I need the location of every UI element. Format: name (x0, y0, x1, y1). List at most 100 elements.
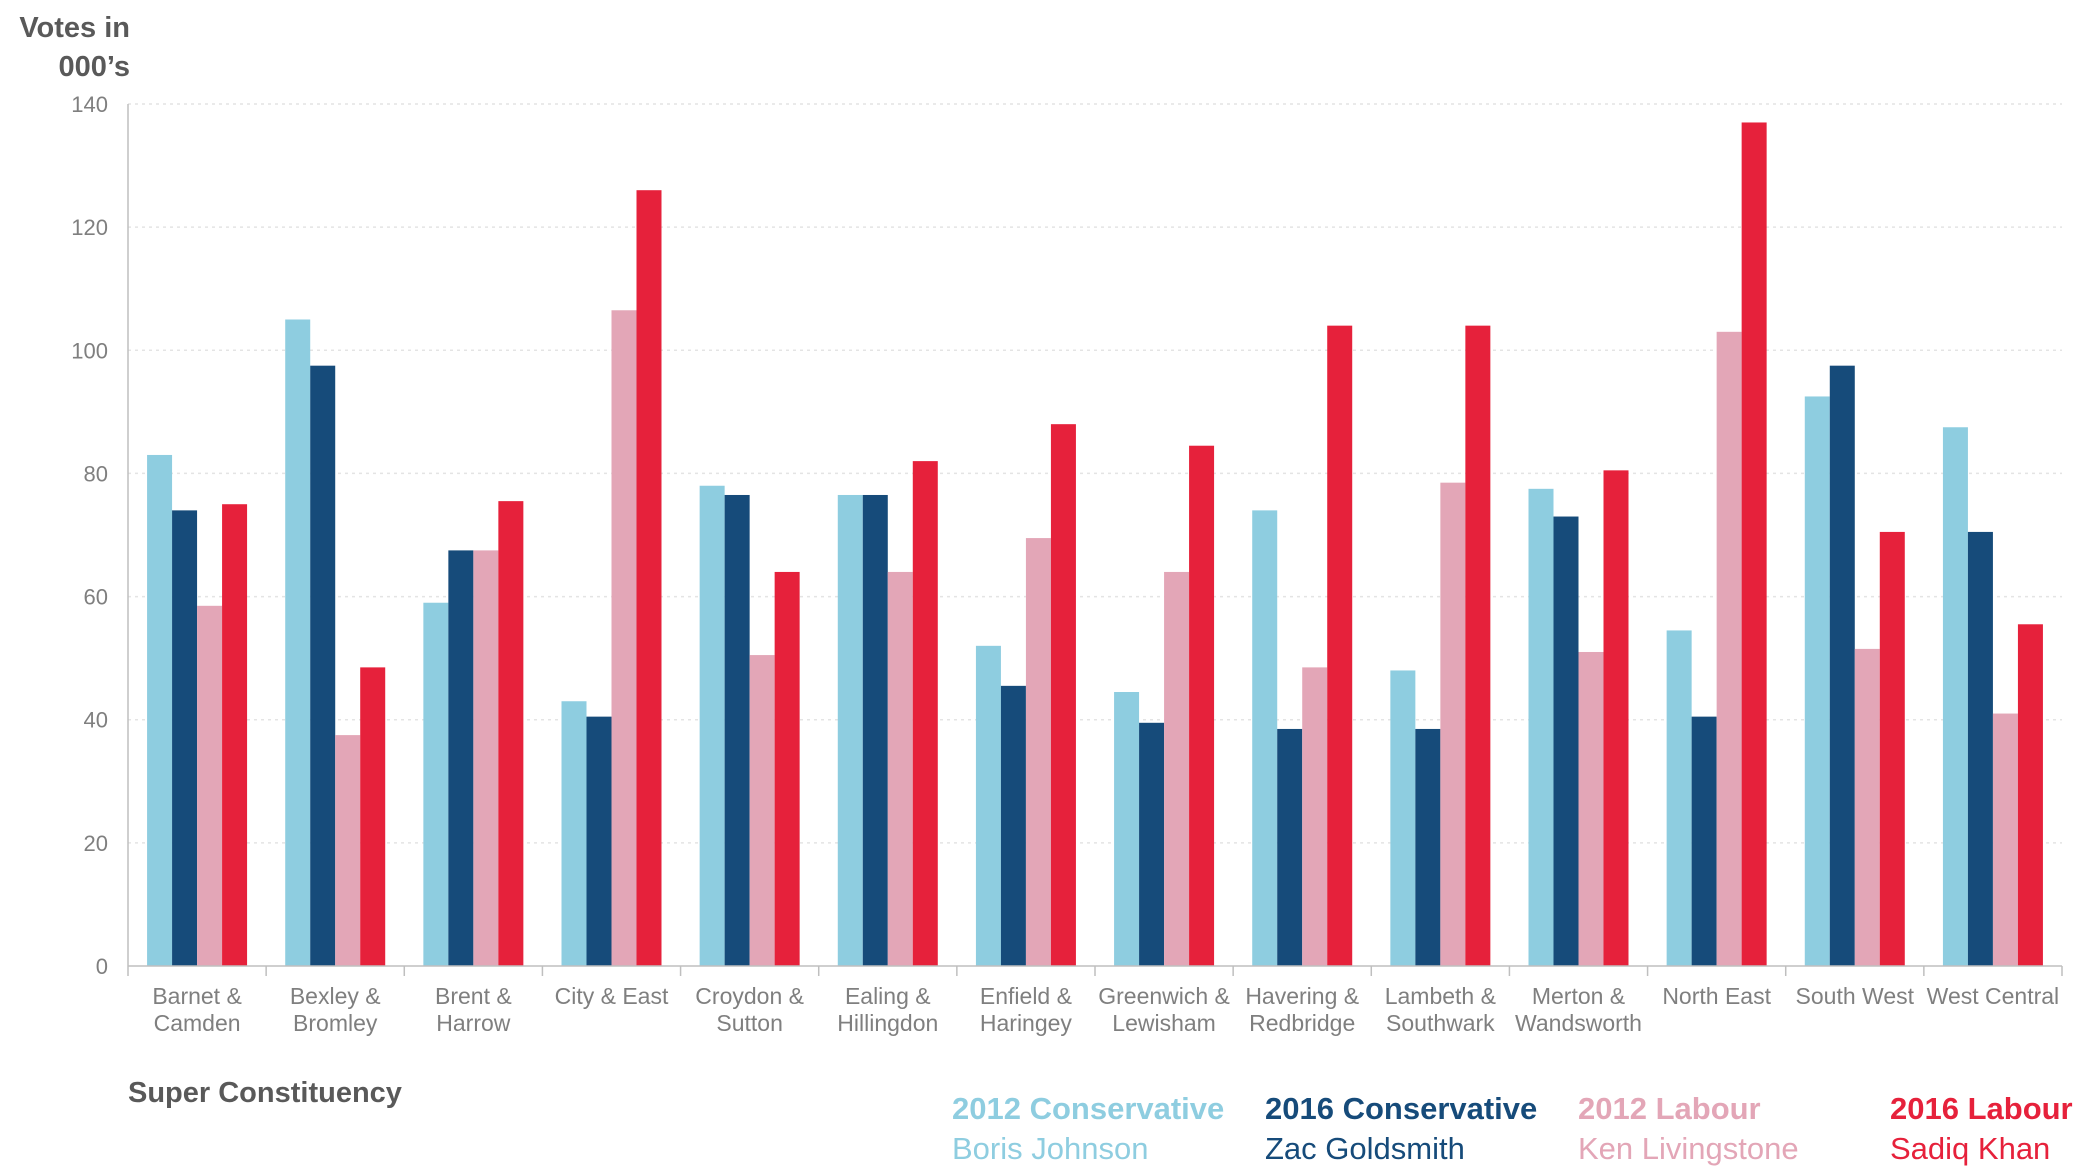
x-tick-label: Havering & (1245, 983, 1359, 1009)
bar (749, 655, 775, 966)
bar (285, 319, 311, 966)
bar (172, 510, 198, 966)
bar (1603, 470, 1629, 966)
bar (2017, 624, 2043, 966)
x-tick-label: Redbridge (1249, 1010, 1355, 1036)
x-tick-label: Barnet & (152, 983, 242, 1009)
bars (147, 122, 2043, 967)
bar (1804, 396, 1830, 966)
bar (1114, 692, 1140, 966)
bar (1879, 531, 1905, 966)
legend-candidate-name: Sadiq Khan (1890, 1131, 2050, 1166)
legend-series-name: 2016 Conservative (1265, 1091, 1537, 1126)
x-tick-label: West Central (1927, 983, 2060, 1009)
legend-series-name: 2012 Labour (1578, 1091, 1761, 1126)
bar (1666, 630, 1692, 966)
bar (1164, 571, 1190, 966)
y-axis-title: Votes in 000’s (19, 12, 130, 83)
bar (699, 485, 725, 966)
x-axis (127, 104, 2063, 976)
x-tick-label: Croydon & (695, 983, 804, 1009)
x-axis-title: Super Constituency (128, 1077, 402, 1109)
x-tick-label: Greenwich & (1098, 983, 1230, 1009)
bar (1000, 685, 1026, 966)
y-axis-ticks: 0 20 40 60 80 100 120 140 (71, 92, 108, 979)
x-tick-label: Enfield & (980, 983, 1072, 1009)
bar (1390, 670, 1416, 966)
y-axis-title-line-1: Votes in (19, 12, 130, 44)
bar (448, 550, 474, 966)
legend-series-name: 2016 Labour (1890, 1091, 2073, 1126)
legend-item: 2016 Labour Sadiq Khan (1890, 1091, 2073, 1166)
bar (335, 735, 361, 966)
legend: 2012 Conservative Boris Johnson 2016 Conse… (952, 1091, 2073, 1166)
bar (310, 365, 336, 966)
bar (1528, 488, 1554, 966)
x-tick-label: City & East (555, 983, 669, 1009)
bar (1992, 713, 2018, 966)
y-tick-label: 0 (96, 954, 108, 979)
bar (837, 494, 863, 966)
x-tick-label: Haringey (980, 1010, 1073, 1036)
y-tick-label: 60 (84, 585, 108, 610)
bar (1189, 445, 1215, 966)
y-tick-label: 120 (71, 215, 108, 240)
x-tick-label: North East (1662, 983, 1771, 1009)
bar (197, 605, 223, 966)
y-tick-label: 80 (84, 461, 108, 486)
bar (912, 461, 938, 966)
bar (1327, 325, 1353, 967)
bar (611, 310, 637, 966)
bar (1716, 331, 1742, 966)
legend-candidate-name: Zac Goldsmith (1265, 1131, 1465, 1166)
bar (1967, 531, 1993, 966)
x-tick-label: Lewisham (1112, 1010, 1216, 1036)
bar (1025, 538, 1051, 966)
legend-candidate-name: Ken Livingstone (1578, 1131, 1799, 1166)
bar (561, 701, 587, 966)
bar (1415, 728, 1441, 966)
x-tick-label: Bexley & (290, 983, 381, 1009)
x-tick-label: Brent & (435, 983, 512, 1009)
bar (1465, 325, 1491, 967)
bar (1440, 482, 1466, 966)
x-tick-label: Wandsworth (1515, 1010, 1642, 1036)
bar (887, 571, 913, 966)
legend-item: 2012 Labour Ken Livingstone (1578, 1091, 1799, 1166)
bar (1050, 424, 1076, 967)
bar (222, 504, 248, 966)
y-axis-title-line-2: 000’s (59, 51, 131, 83)
legend-item: 2012 Conservative Boris Johnson (952, 1091, 1224, 1166)
x-tick-label: Ealing & (845, 983, 931, 1009)
x-tick-label: Harrow (436, 1010, 511, 1036)
bar (1578, 651, 1604, 966)
bar (1854, 648, 1880, 966)
bar (1139, 722, 1165, 966)
x-tick-label: Camden (154, 1010, 241, 1036)
x-tick-labels: Barnet &Camden Bexley &Bromley Brent &Harr… (152, 983, 2059, 1036)
bar (498, 501, 524, 966)
legend-candidate-name: Boris Johnson (952, 1131, 1148, 1166)
bar (1252, 510, 1278, 966)
y-tick-label: 100 (71, 338, 108, 363)
bar (975, 645, 1001, 966)
bar (1302, 667, 1328, 966)
bar (774, 571, 800, 966)
legend-series-name: 2012 Conservative (952, 1091, 1224, 1126)
bar (1741, 122, 1767, 966)
x-tick-label: Sutton (716, 1010, 783, 1036)
x-tick-label: Lambeth & (1385, 983, 1496, 1009)
x-tick-label: Southwark (1386, 1010, 1495, 1036)
x-tick-label: Merton & (1532, 983, 1625, 1009)
x-tick-label: Hillingdon (837, 1010, 938, 1036)
bar (1277, 728, 1303, 966)
bar (1553, 516, 1579, 966)
y-tick-label: 40 (84, 708, 108, 733)
y-tick-label: 20 (84, 831, 108, 856)
y-tick-label: 140 (71, 92, 108, 117)
x-tick-label: South West (1796, 983, 1915, 1009)
bar (1942, 427, 1968, 966)
bar (360, 667, 386, 966)
bar (636, 190, 662, 966)
